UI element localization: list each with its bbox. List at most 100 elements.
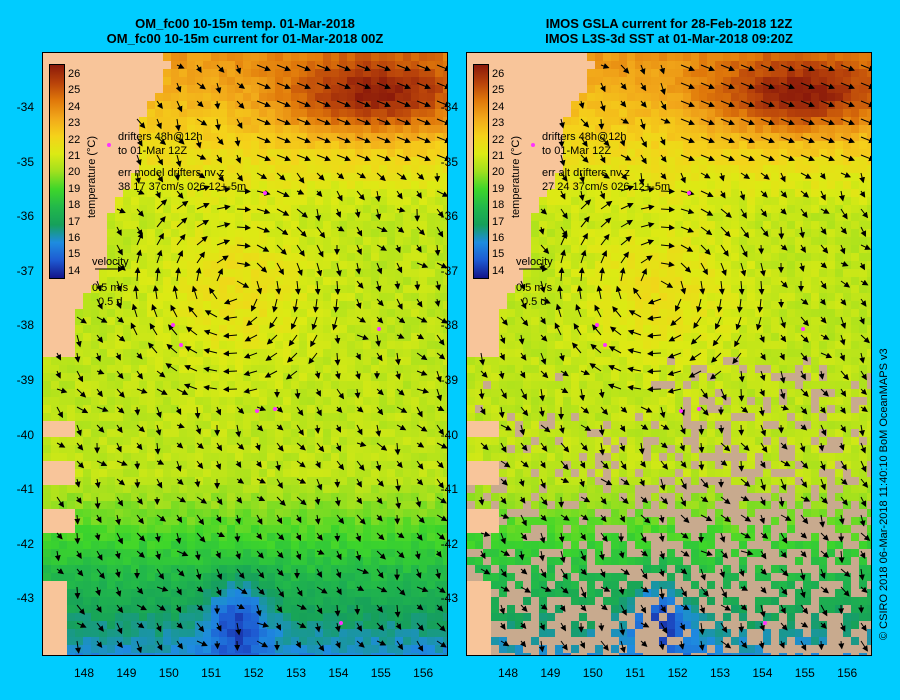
right-velocity-label: velocity <box>516 256 553 268</box>
left-current-arrow <box>356 136 371 144</box>
left-current-arrow <box>136 136 143 147</box>
right-current-arrow <box>700 478 709 489</box>
left-current-arrow <box>134 406 141 416</box>
right-current-arrow <box>820 478 826 491</box>
right-current-arrow <box>640 186 655 193</box>
left-current-arrow <box>55 352 62 361</box>
left-current-arrow <box>334 622 341 633</box>
left-drifter-marker <box>107 143 111 147</box>
right-current-arrow <box>580 199 592 210</box>
left-longitude-tick: 151 <box>201 666 222 680</box>
left-current-arrow <box>396 388 405 396</box>
right-current-arrow <box>689 352 702 361</box>
left-longitude-tick: 154 <box>328 666 349 680</box>
right-current-arrow <box>820 100 835 108</box>
right-current-arrow <box>619 442 626 453</box>
left-current-arrow <box>244 334 258 342</box>
right-current-arrow <box>576 285 583 300</box>
left-latitude-tick: -37 <box>16 263 34 278</box>
right-current-arrow <box>700 172 711 179</box>
left-current-arrow <box>436 532 446 541</box>
left-current-arrow <box>396 206 406 213</box>
right-current-arrow <box>659 478 666 491</box>
left-current-arrow <box>136 622 145 629</box>
left-current-arrow <box>196 622 205 633</box>
left-current-arrow <box>375 208 382 221</box>
right-current-arrow <box>840 424 847 433</box>
left-current-arrow <box>333 298 340 313</box>
left-longitude-tick: 149 <box>116 666 137 680</box>
right-velocity-time: 0.5 d <box>522 296 547 308</box>
right-current-arrow <box>760 172 770 180</box>
left-current-arrow <box>356 514 366 525</box>
right-current-arrow <box>840 586 850 597</box>
right-current-arrow <box>700 388 708 400</box>
left-current-arrow <box>96 640 103 648</box>
right-current-arrow <box>820 226 827 235</box>
right-current-arrow <box>599 190 606 200</box>
left-current-arrow <box>175 604 181 613</box>
left-current-arrow <box>296 208 308 218</box>
left-current-arrow <box>376 298 384 307</box>
right-current-arrow <box>780 316 786 329</box>
right-current-arrow <box>820 352 833 359</box>
right-current-arrow <box>860 478 869 488</box>
left-current-arrow <box>376 82 391 90</box>
right-current-arrow <box>680 478 687 490</box>
left-current-arrow <box>276 478 283 489</box>
left-current-arrow <box>276 604 283 613</box>
right-longitude-tick: 148 <box>497 666 519 680</box>
left-current-arrow <box>176 496 187 503</box>
right-current-arrow <box>779 370 786 384</box>
right-current-arrow <box>700 190 714 198</box>
right-current-arrow <box>759 262 766 277</box>
left-current-arrow <box>294 388 301 400</box>
right-current-arrow <box>580 568 587 576</box>
right-current-arrow <box>580 550 586 562</box>
right-current-arrow <box>760 532 769 539</box>
right-current-arrow <box>647 298 662 305</box>
left-current-arrow <box>436 604 444 612</box>
right-current-arrow <box>580 514 589 521</box>
right-current-arrow <box>819 514 826 528</box>
right-current-arrow <box>690 334 702 345</box>
right-current-arrow <box>679 442 685 452</box>
left-colorbar-tick: 26 <box>68 68 81 80</box>
left-current-arrow <box>396 100 411 108</box>
left-current-arrow <box>236 496 243 504</box>
left-current-arrow <box>296 172 305 184</box>
right-current-arrow <box>800 316 809 327</box>
left-current-arrow <box>156 136 167 145</box>
left-current-arrow <box>209 287 218 300</box>
left-drifter-marker <box>339 621 343 625</box>
right-current-arrow <box>500 550 511 556</box>
right-current-arrow <box>820 316 827 324</box>
right-current-arrow <box>720 496 731 505</box>
left-current-arrow <box>276 262 284 276</box>
right-current-arrow <box>498 370 505 380</box>
left-current-arrow <box>354 604 361 615</box>
right-current-arrow <box>780 136 795 144</box>
right-current-arrow <box>780 100 795 108</box>
left-drifter-marker <box>179 343 183 347</box>
right-current-arrow <box>720 388 727 401</box>
right-current-arrow <box>780 154 795 162</box>
right-longitude-tick: 156 <box>837 666 858 680</box>
right-current-arrow <box>520 406 529 417</box>
right-current-arrow <box>734 334 742 348</box>
left-current-arrow <box>195 136 202 149</box>
right-current-arrow <box>647 350 662 357</box>
left-current-arrow <box>196 604 204 612</box>
right-current-arrow <box>719 568 725 579</box>
left-current-arrow <box>436 460 444 469</box>
right-latitude-tick: -38 <box>440 318 458 333</box>
right-current-arrow <box>780 442 788 450</box>
left-current-arrow <box>334 532 341 542</box>
left-current-arrow <box>416 441 425 448</box>
left-current-arrow <box>334 280 341 295</box>
left-current-arrow <box>336 154 351 162</box>
right-current-arrow <box>667 370 682 377</box>
right-current-arrow <box>520 586 531 593</box>
left-current-arrow <box>136 370 143 380</box>
left-current-arrow <box>256 621 270 628</box>
